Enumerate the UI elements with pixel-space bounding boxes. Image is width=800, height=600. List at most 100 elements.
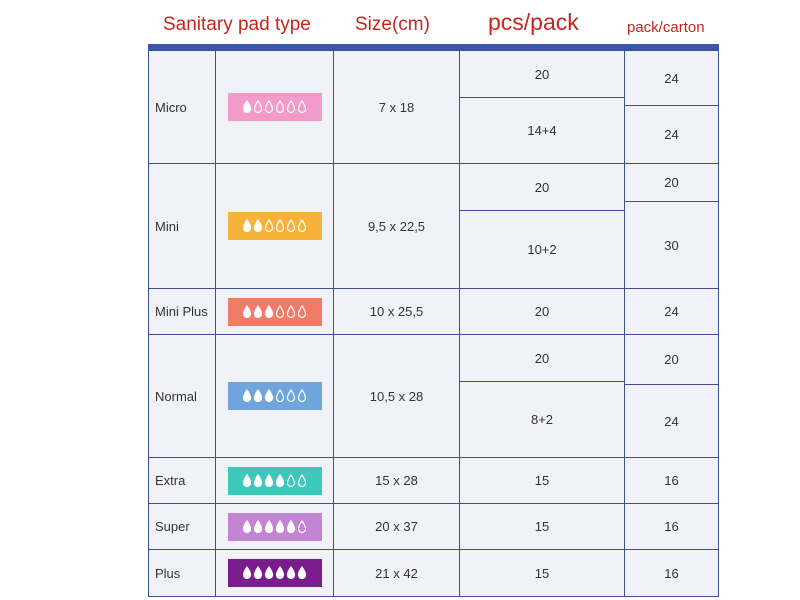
absorbency-drops — [242, 519, 307, 534]
size-cell-text: 7 x 18 — [378, 99, 415, 115]
pad-name-cell: Mini Plus — [148, 288, 215, 334]
carton-cell-text: 30 — [664, 237, 679, 253]
drop-filled-icon — [242, 100, 252, 114]
absorbency-badge — [227, 382, 322, 410]
size-cell-text: 15 x 28 — [375, 473, 418, 488]
carton-cell: 16 — [624, 503, 719, 549]
carton-cell: 16 — [624, 457, 719, 503]
carton-cell-text: 20 — [664, 352, 679, 367]
absorbency-badge — [227, 466, 322, 495]
size-cell: 20 x 37 — [333, 503, 459, 549]
pad-name-cell: Micro — [148, 50, 215, 163]
pcs-cell-text: 10+2 — [527, 242, 557, 257]
drop-filled-icon — [264, 566, 274, 580]
size-cell: 10 x 25,5 — [333, 288, 459, 334]
absorbency-drops — [242, 473, 307, 488]
pcs-cell: 20 — [459, 50, 624, 97]
size-cell-text: 9,5 x 22,5 — [367, 218, 426, 234]
pcs-cell: 15 — [459, 457, 624, 503]
drop-empty-icon — [297, 304, 307, 318]
carton-cell-text: 16 — [664, 519, 679, 534]
pad-name-cell-text: Mini Plus — [155, 304, 208, 319]
size-cell-text: 10 x 25,5 — [369, 304, 424, 319]
carton-cell: 30 — [624, 201, 719, 288]
pad-name-cell-text: Micro — [155, 99, 187, 115]
drop-filled-icon — [242, 304, 252, 318]
size-cell: 10,5 x 28 — [333, 334, 459, 457]
pcs-cell-text: 14+4 — [527, 123, 557, 138]
drop-filled-icon — [242, 519, 252, 533]
pad-name-cell-text: Plus — [155, 565, 181, 581]
pcs-cell: 10+2 — [459, 210, 624, 288]
drop-empty-icon — [286, 389, 296, 403]
drop-empty-icon — [286, 219, 296, 233]
absorbency-drops — [242, 304, 307, 319]
drop-empty-icon — [275, 100, 285, 114]
pcs-cell: 20 — [459, 334, 624, 381]
size-cell-text: 21 x 42 — [375, 565, 418, 581]
drop-filled-icon — [275, 566, 285, 580]
drop-filled-icon — [286, 519, 296, 533]
drop-filled-icon — [253, 566, 263, 580]
size-cell: 21 x 42 — [333, 549, 459, 597]
drop-filled-icon — [297, 566, 307, 580]
carton-cell: 20 — [624, 163, 719, 201]
size-cell-text: 20 x 37 — [375, 519, 418, 534]
drop-filled-icon — [253, 219, 263, 233]
header-pcs-per-pack: pcs/pack — [488, 9, 579, 35]
drop-empty-icon — [286, 100, 296, 114]
absorbency-drops — [242, 389, 307, 403]
absorbency-cell — [215, 288, 333, 334]
pad-name-cell-text: Mini — [155, 218, 179, 234]
pad-name-cell-text: Super — [155, 519, 190, 534]
drop-empty-icon — [297, 219, 307, 233]
absorbency-cell — [215, 50, 333, 163]
drop-filled-icon — [253, 473, 263, 487]
pcs-cell-text: 20 — [534, 179, 550, 195]
absorbency-badge — [227, 512, 322, 541]
drop-empty-icon — [275, 219, 285, 233]
drop-filled-icon — [253, 389, 263, 403]
absorbency-drops — [242, 566, 307, 580]
drop-empty-icon — [264, 219, 274, 233]
size-cell: 7 x 18 — [333, 50, 459, 163]
drop-empty-icon — [286, 304, 296, 318]
pcs-cell: 8+2 — [459, 381, 624, 457]
header-pack-per-carton: pack/carton — [627, 19, 705, 36]
carton-cell: 24 — [624, 288, 719, 334]
absorbency-cell — [215, 503, 333, 549]
drop-empty-icon — [264, 100, 274, 114]
pcs-cell-text: 15 — [534, 519, 550, 534]
drop-filled-icon — [242, 566, 252, 580]
pcs-cell-text: 20 — [534, 66, 550, 82]
pcs-cell-text: 8+2 — [530, 412, 554, 427]
header-size: Size(cm) — [355, 14, 430, 35]
pad-name-cell: Mini — [148, 163, 215, 288]
header-pad-type: Sanitary pad type — [163, 14, 311, 35]
drop-filled-icon — [275, 519, 285, 533]
drop-empty-icon — [297, 519, 307, 533]
drop-filled-icon — [264, 304, 274, 318]
pcs-cell: 15 — [459, 549, 624, 597]
absorbency-badge — [227, 212, 322, 240]
pad-name-cell: Plus — [148, 549, 215, 597]
pcs-cell-text: 15 — [534, 565, 550, 581]
drop-filled-icon — [242, 473, 252, 487]
drop-filled-icon — [242, 219, 252, 233]
drop-empty-icon — [297, 473, 307, 487]
absorbency-drops — [242, 100, 307, 114]
carton-cell-text: 16 — [664, 565, 679, 581]
drop-filled-icon — [286, 566, 296, 580]
size-cell-text: 10,5 x 28 — [369, 388, 424, 404]
pcs-cell-text: 20 — [534, 350, 550, 366]
pcs-cell: 20 — [459, 288, 624, 334]
absorbency-badge — [227, 559, 322, 587]
pad-name-cell-text: Extra — [155, 473, 186, 488]
drop-empty-icon — [286, 473, 296, 487]
absorbency-badge — [227, 93, 322, 121]
carton-cell-text: 24 — [664, 127, 679, 142]
carton-cell: 24 — [624, 384, 719, 457]
absorbency-badge — [227, 297, 322, 326]
carton-cell: 24 — [624, 50, 719, 105]
absorbency-cell — [215, 549, 333, 597]
